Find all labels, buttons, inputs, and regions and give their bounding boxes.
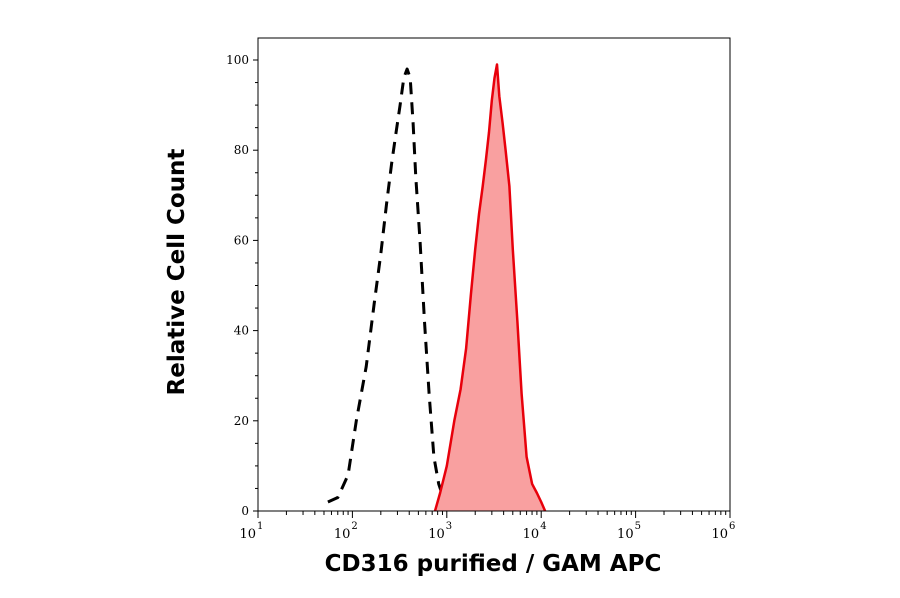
x-tick-label-base: 10 [523,527,540,542]
x-tick-label-base: 10 [617,527,634,542]
x-tick-label-exponent: 3 [446,521,452,532]
y-axis: 0 20 40 60 80 100 [226,53,258,518]
x-tick-label-base: 10 [428,527,445,542]
x-tick-label-base: 10 [711,527,728,542]
x-tick-label-exponent: 6 [729,521,735,532]
y-tick-label: 80 [234,143,249,157]
x-tick-label-exponent: 5 [635,521,641,532]
x-tick-label-base: 10 [239,527,256,542]
y-tick-label: 40 [234,324,249,338]
x-tick-label-exponent: 2 [351,521,357,532]
y-axis-label: Relative Cell Count [164,148,190,396]
series-1-line [433,63,547,512]
x-tick-label-base: 10 [334,527,351,542]
y-tick-label: 0 [241,504,249,518]
y-tick-label: 20 [234,414,249,428]
series-0-line [327,67,457,513]
x-tick-label-exponent: 1 [257,521,263,532]
y-tick-label: 100 [226,53,249,67]
series-layer [258,63,730,513]
x-axis-label: CD316 purified / GAM APC [324,551,662,577]
series-1-area [435,64,546,511]
x-tick-label-exponent: 4 [540,521,546,532]
y-tick-label: 60 [234,233,249,247]
